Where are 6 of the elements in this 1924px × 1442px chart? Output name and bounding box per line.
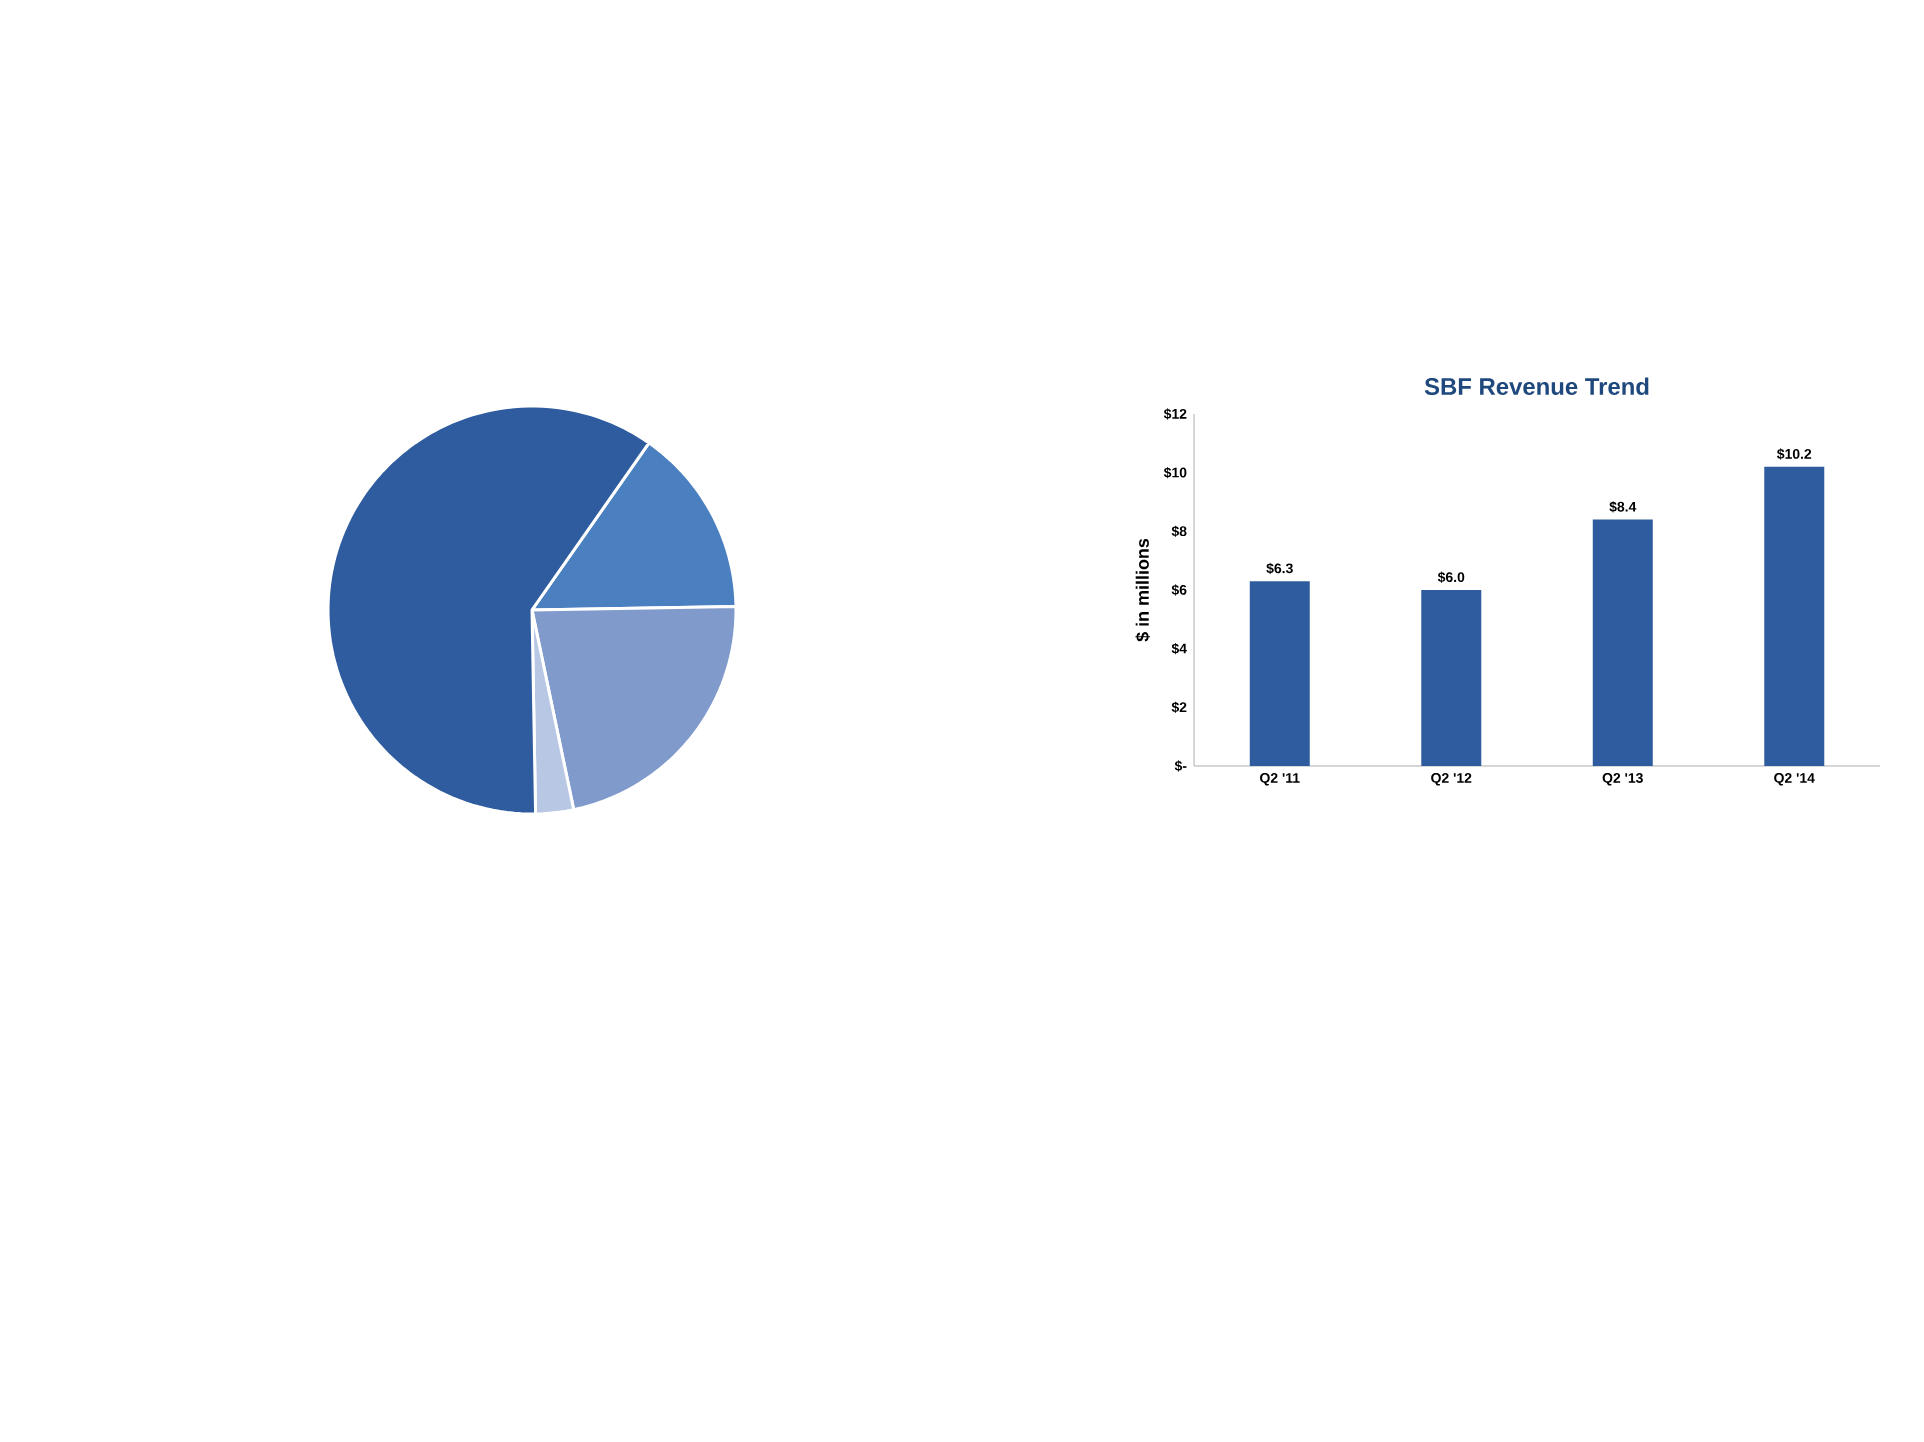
- bar: [1592, 519, 1653, 766]
- y-axis-title: $ in millions: [1135, 538, 1151, 642]
- bar: [1764, 466, 1825, 766]
- bar: [1421, 589, 1482, 766]
- chart-title: SBF Revenue Trend: [1424, 377, 1649, 395]
- bar: [1249, 581, 1310, 766]
